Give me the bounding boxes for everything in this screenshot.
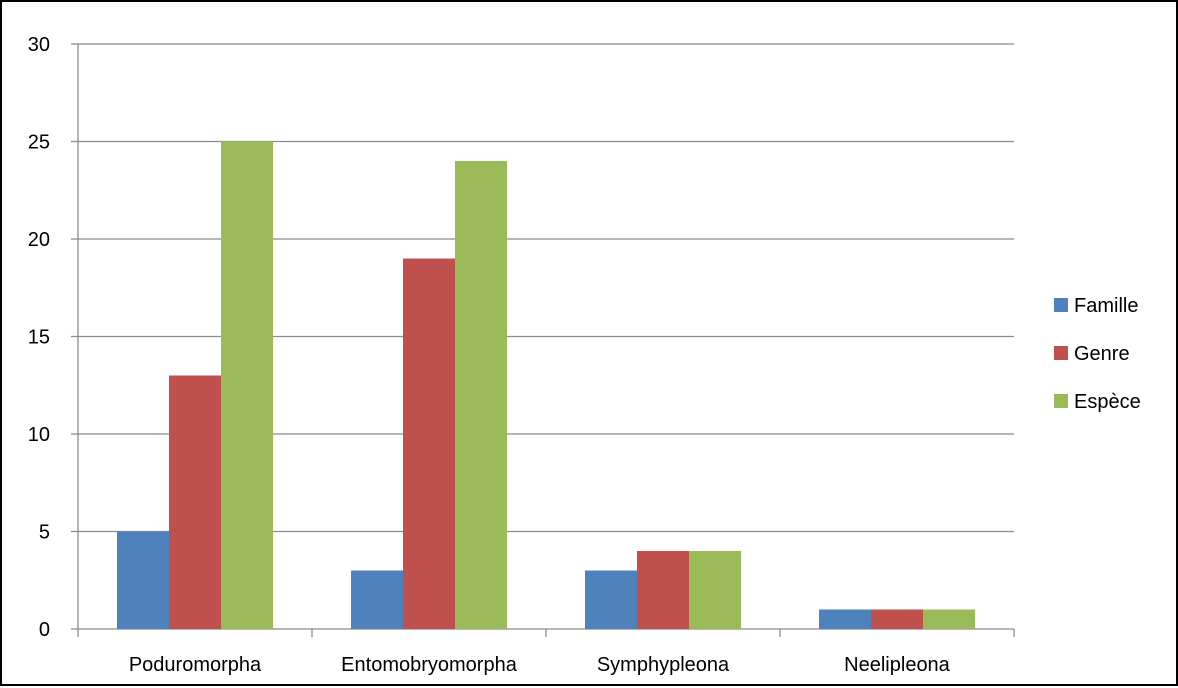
bar-genre-3 — [871, 609, 923, 629]
bar-famille-2 — [585, 570, 637, 629]
x-category-label: Poduromorpha — [129, 654, 262, 676]
bar-genre-0 — [169, 375, 221, 629]
legend-label: Famille — [1074, 295, 1138, 317]
legend-label: Espèce — [1074, 391, 1141, 413]
bar-esp-ce-2 — [689, 551, 741, 629]
x-category-label: Neelipleona — [844, 654, 951, 676]
y-tick-label: 30 — [28, 34, 50, 56]
y-tick-label: 25 — [28, 132, 50, 154]
legend-swatch — [1054, 346, 1068, 360]
bar-esp-ce-3 — [923, 609, 975, 629]
y-tick-label: 15 — [28, 327, 50, 349]
x-category-label: Symphypleona — [597, 654, 730, 676]
bar-genre-1 — [403, 258, 455, 629]
legend-swatch — [1054, 394, 1068, 408]
y-tick-label: 20 — [28, 229, 50, 251]
bar-famille-0 — [117, 531, 169, 629]
bar-esp-ce-1 — [455, 161, 507, 629]
y-tick-label: 10 — [28, 424, 50, 446]
x-category-label: Entomobryomorpha — [341, 654, 518, 676]
bar-genre-2 — [637, 551, 689, 629]
y-tick-label: 5 — [39, 522, 50, 544]
legend-swatch — [1054, 298, 1068, 312]
bar-famille-1 — [351, 570, 403, 629]
y-tick-label: 0 — [39, 619, 50, 641]
bar-esp-ce-0 — [221, 141, 273, 629]
legend-label: Genre — [1074, 343, 1130, 365]
bar-famille-3 — [819, 609, 871, 629]
